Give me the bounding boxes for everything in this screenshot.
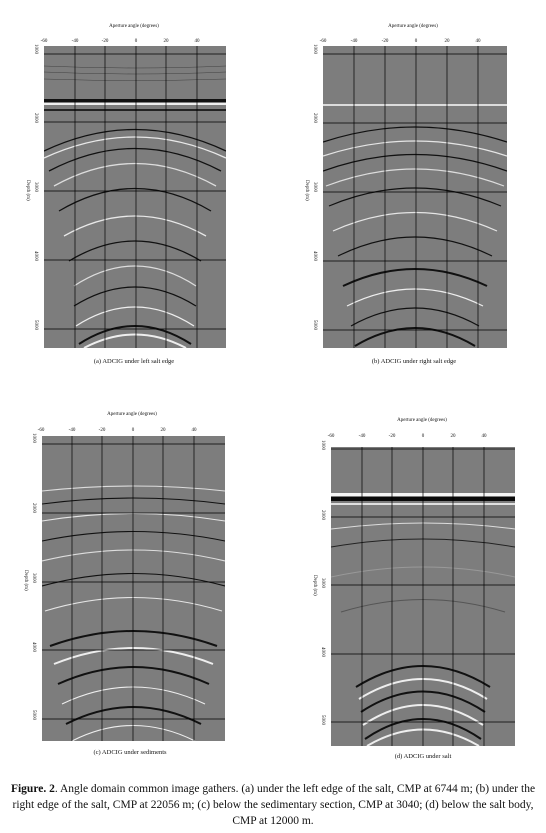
x-tick: -40 bbox=[71, 39, 79, 44]
gather-image-d bbox=[331, 447, 515, 746]
x-tick: -40 bbox=[358, 434, 366, 439]
panel-caption: (d) ADCIG under salt bbox=[394, 753, 452, 760]
x-tick: -40 bbox=[68, 428, 76, 433]
y-tick: 5000 bbox=[31, 710, 36, 720]
x-tick: -40 bbox=[350, 39, 358, 44]
x-tick: 0 bbox=[131, 428, 135, 433]
y-tick: 5000 bbox=[320, 715, 325, 725]
x-tick: -60 bbox=[327, 434, 335, 439]
y-tick: 3000 bbox=[320, 578, 325, 588]
x-tick: -20 bbox=[381, 39, 389, 44]
x-tick: 0 bbox=[414, 39, 418, 44]
x-tick: -20 bbox=[98, 428, 106, 433]
y-tick: 4000 bbox=[320, 647, 325, 657]
y-tick: 3000 bbox=[33, 182, 38, 192]
figure-caption: Figure. 2. Angle domain common image gat… bbox=[0, 781, 546, 829]
panel-caption: (b) ADCIG under right salt edge bbox=[371, 358, 457, 365]
x-tick: 40 bbox=[191, 428, 197, 433]
x-axis-title: Aperture angle (degrees) bbox=[397, 418, 447, 423]
figure-caption-text: . Angle domain common image gathers. (a)… bbox=[12, 783, 536, 827]
y-tick: 5000 bbox=[33, 320, 38, 330]
panel-caption: (c) ADCIG under sediments bbox=[93, 749, 167, 756]
y-tick: 1000 bbox=[33, 44, 38, 54]
x-tick: 20 bbox=[163, 39, 169, 44]
gather-image-b bbox=[323, 46, 507, 348]
x-tick: -60 bbox=[40, 39, 48, 44]
x-tick: -60 bbox=[319, 39, 327, 44]
y-tick: 4000 bbox=[33, 251, 38, 261]
x-axis-title: Aperture angle (degrees) bbox=[109, 24, 159, 29]
panel-caption: (a) ADCIG under left salt edge bbox=[93, 358, 175, 365]
gather-plot-b bbox=[323, 46, 507, 348]
y-tick: 2000 bbox=[31, 503, 36, 513]
x-tick: 0 bbox=[134, 39, 138, 44]
x-tick: 20 bbox=[160, 428, 166, 433]
x-tick: -20 bbox=[101, 39, 109, 44]
y-tick: 2000 bbox=[312, 113, 317, 123]
x-axis-title: Aperture angle (degrees) bbox=[107, 412, 157, 417]
x-tick: 40 bbox=[194, 39, 200, 44]
y-tick: 3000 bbox=[31, 573, 36, 583]
gather-plot-a bbox=[44, 46, 226, 348]
x-tick: 40 bbox=[481, 434, 487, 439]
y-tick: 4000 bbox=[31, 642, 36, 652]
y-tick: 2000 bbox=[320, 510, 325, 520]
y-axis-label: Depth (m) bbox=[304, 180, 309, 201]
y-tick: 1000 bbox=[312, 44, 317, 54]
x-tick: 20 bbox=[444, 39, 450, 44]
y-tick: 1000 bbox=[31, 433, 36, 443]
y-tick: 4000 bbox=[312, 251, 317, 261]
figure-label: Figure. 2 bbox=[10, 783, 55, 795]
gather-plot-c bbox=[42, 436, 225, 741]
x-axis-title: Aperture angle (degrees) bbox=[388, 24, 438, 29]
y-tick: 5000 bbox=[312, 320, 317, 330]
x-tick: -20 bbox=[388, 434, 396, 439]
y-tick: 3000 bbox=[312, 182, 317, 192]
x-tick: 40 bbox=[475, 39, 481, 44]
x-tick: 0 bbox=[421, 434, 425, 439]
y-axis-label: Depth (m) bbox=[312, 575, 317, 596]
gather-plot-d bbox=[331, 447, 515, 746]
y-tick: 2000 bbox=[33, 113, 38, 123]
gather-image-a bbox=[44, 46, 226, 348]
y-tick: 1000 bbox=[320, 440, 325, 450]
y-axis-label: Depth (m) bbox=[23, 570, 28, 591]
x-tick: -60 bbox=[37, 428, 45, 433]
y-axis-label: Depth (m) bbox=[25, 180, 30, 201]
x-tick: 20 bbox=[450, 434, 456, 439]
gather-image-c bbox=[42, 436, 225, 741]
